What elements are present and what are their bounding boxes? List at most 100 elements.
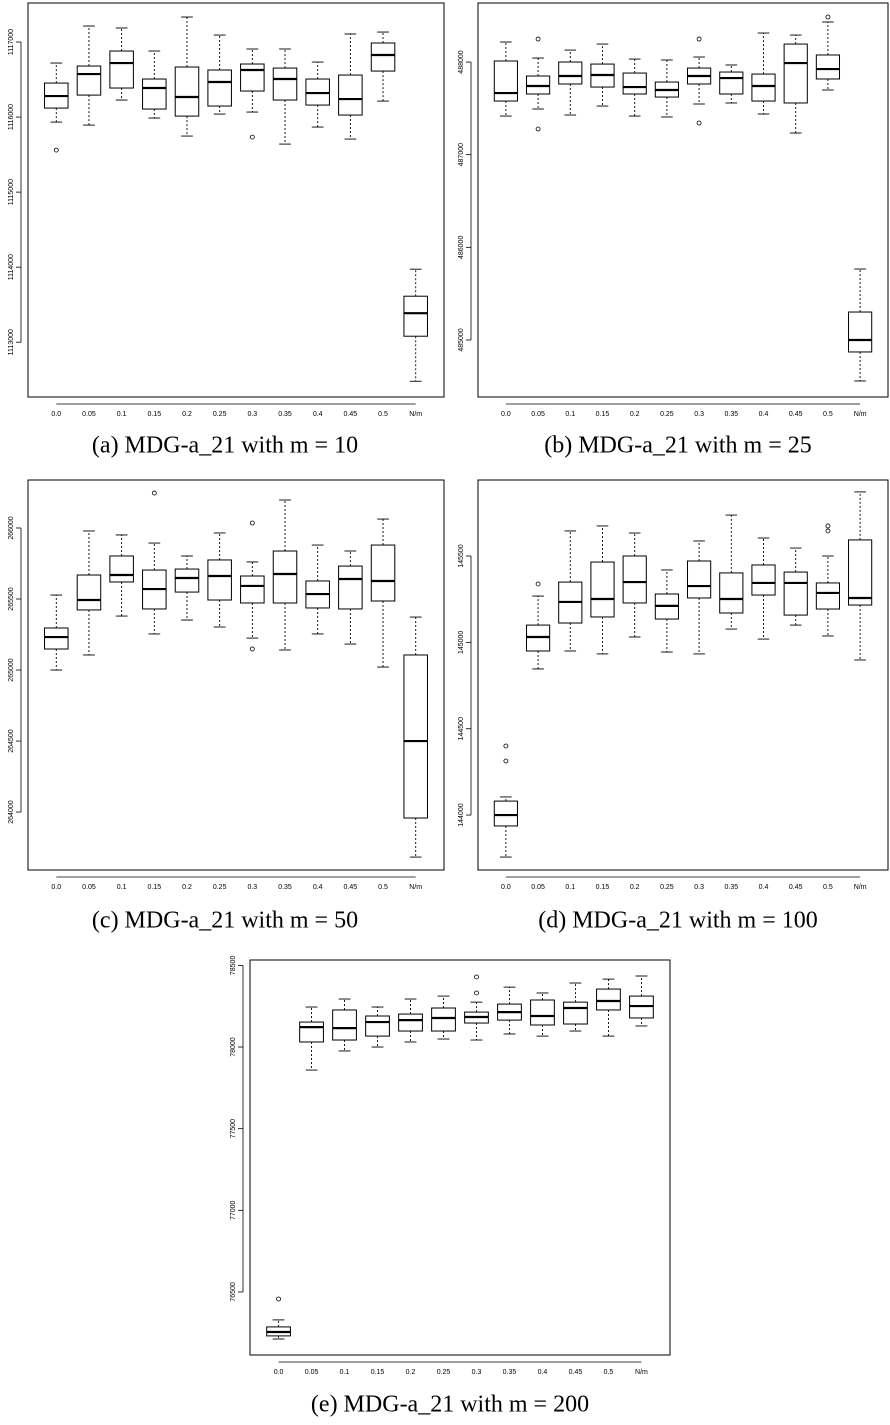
x-tick-label: 0.45	[569, 1369, 583, 1376]
outlier	[276, 1296, 281, 1302]
outlier	[535, 126, 541, 132]
box	[207, 69, 232, 107]
box	[751, 73, 776, 102]
box	[848, 539, 873, 606]
x-tick-label: 0.4	[313, 884, 323, 891]
caption: (d) MDG-a_21 with m = 100	[538, 908, 818, 934]
y-tick-label: 144500	[458, 717, 465, 740]
x-tick-label: 0.05	[531, 411, 545, 418]
outlier	[249, 646, 255, 652]
panel: 264000 264500 265000 265500 266000 0.0 0.05 0.1…	[8, 479, 445, 934]
box	[332, 1009, 357, 1041]
x-tick-label: 0.4	[759, 411, 769, 418]
x-tick-label: 0.2	[406, 1369, 416, 1376]
x-tick-label: 0.4	[538, 1369, 548, 1376]
plot-frame	[477, 2, 889, 398]
y-tick-label: 266000	[8, 516, 15, 539]
y-tick-label: 1115000	[8, 179, 15, 205]
x-tick-label: 0.15	[148, 411, 162, 418]
x-tick-label: 0.5	[604, 1369, 614, 1376]
y-tick-label: 1113000	[8, 329, 15, 355]
x-tick-label: 0.05	[82, 411, 96, 418]
y-tick-label: 78500	[230, 956, 237, 976]
box	[398, 1013, 423, 1032]
box	[240, 575, 265, 604]
caption: (a) MDG-a_21 with m = 10	[92, 433, 358, 459]
caption: (c) MDG-a_21 with m = 50	[92, 908, 358, 934]
box	[783, 43, 808, 104]
x-tick-label: 0.25	[660, 411, 674, 418]
x-tick-label: 0.0	[51, 884, 61, 891]
box	[365, 1015, 390, 1037]
outlier	[503, 743, 509, 749]
box	[272, 550, 298, 604]
y-tick-label: 1117000	[8, 29, 15, 55]
outlier	[535, 36, 541, 42]
box	[563, 1001, 588, 1025]
x-tick-label: 0.3	[694, 884, 704, 891]
box	[338, 565, 363, 610]
box	[403, 295, 428, 337]
y-tick-label: 145000	[458, 631, 465, 654]
box	[719, 71, 744, 95]
plot-frame	[27, 2, 445, 398]
outlier	[825, 528, 831, 534]
x-tick-label: 0.35	[278, 884, 292, 891]
box	[370, 544, 396, 602]
x-tick-label: 0.1	[117, 884, 127, 891]
y-tick-label: 265500	[8, 587, 15, 610]
y-tick-label: 486000	[458, 236, 465, 259]
box	[76, 574, 102, 611]
x-tick-label: 0.05	[305, 1369, 319, 1376]
panel: 1113000 1114000 1115000 1116000 1117000 0.0 0.…	[8, 2, 445, 459]
x-tick-label: 0.25	[213, 411, 227, 418]
x-tick-label: 0.25	[213, 884, 227, 891]
box	[783, 571, 808, 616]
box	[493, 800, 518, 827]
x-tick-label: 0.3	[247, 884, 257, 891]
box	[558, 61, 583, 85]
caption: (b) MDG-a_21 with m = 25	[544, 433, 812, 459]
y-tick-label: 485000	[458, 328, 465, 351]
y-tick-label: 264000	[8, 800, 15, 823]
box	[815, 54, 841, 80]
x-tick-label: 0.15	[596, 411, 610, 418]
y-tick-label: 1114000	[8, 254, 15, 280]
y-tick-label: 77000	[230, 1200, 237, 1220]
caption: (e) MDG-a_21 with m = 200	[311, 1392, 589, 1418]
y-tick-label: 78000	[230, 1037, 237, 1057]
panel: 485000 486000 487000 488000 0.0 0.05 0.1 0.15 0.…	[458, 2, 889, 459]
x-tick-label: 0.2	[630, 411, 640, 418]
outlier	[151, 490, 157, 496]
x-tick-label: 0.0	[51, 411, 61, 418]
outlier	[53, 147, 59, 153]
x-tick-label: N/m	[409, 411, 422, 418]
y-tick-label: 145500	[458, 544, 465, 567]
y-tick-label: 264500	[8, 729, 15, 752]
box	[815, 582, 841, 610]
box	[338, 74, 363, 116]
outlier	[825, 523, 831, 529]
x-tick-label: 0.5	[378, 411, 388, 418]
y-tick-label: 488000	[458, 50, 465, 73]
x-tick-label: 0.2	[630, 884, 640, 891]
box	[622, 555, 647, 604]
x-tick-label: 0.0	[274, 1369, 284, 1376]
y-tick-label: 76500	[230, 1282, 237, 1302]
box	[207, 559, 232, 601]
x-tick-label: 0.1	[565, 411, 575, 418]
x-tick-label: 0.25	[437, 1369, 451, 1376]
box	[403, 654, 428, 819]
x-tick-label: N/m	[409, 884, 422, 891]
x-tick-label: N/m	[635, 1369, 648, 1376]
outlier	[249, 520, 255, 526]
x-tick-label: N/m	[854, 411, 867, 418]
x-tick-label: 0.35	[278, 411, 292, 418]
box	[751, 564, 776, 596]
x-tick-label: 0.15	[371, 1369, 385, 1376]
outlier	[249, 134, 255, 140]
outlier	[474, 990, 479, 996]
x-tick-label: 0.2	[182, 411, 192, 418]
box	[719, 572, 744, 614]
